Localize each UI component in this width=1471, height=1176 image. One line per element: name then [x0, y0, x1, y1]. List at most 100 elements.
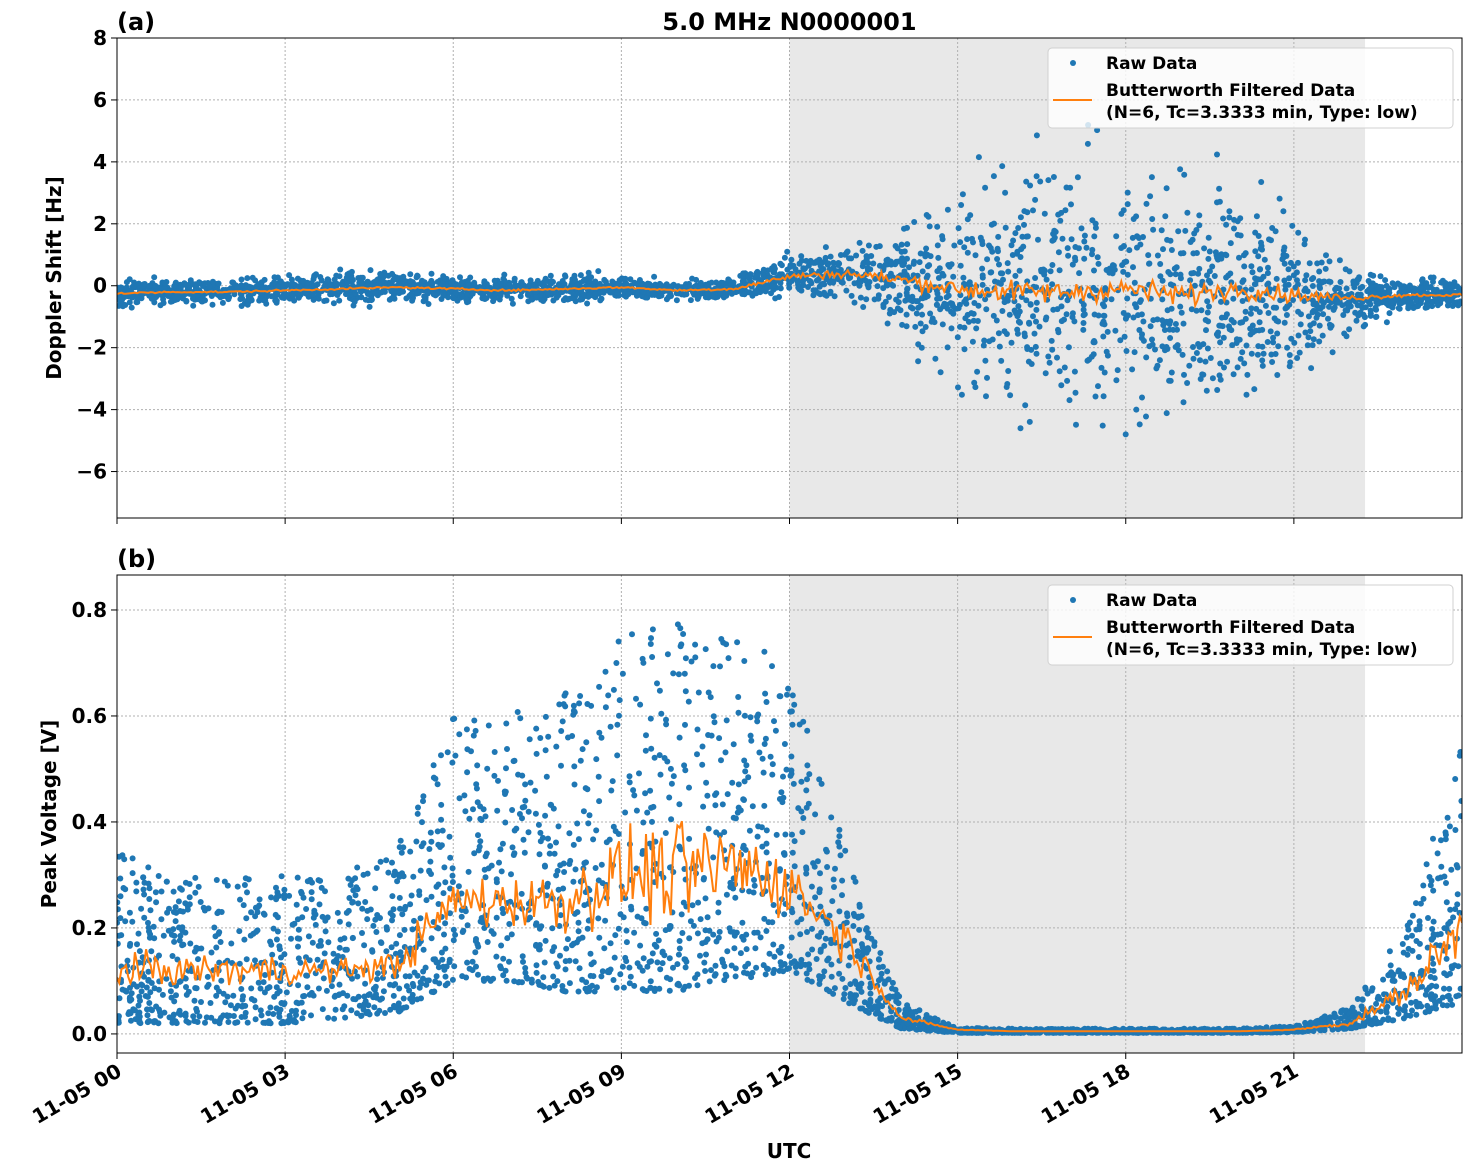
raw-point: [1316, 269, 1322, 275]
raw-point: [611, 977, 617, 983]
legend-label-filtered: Butterworth Filtered Data: [1106, 81, 1355, 101]
raw-point: [901, 226, 907, 232]
raw-point: [1448, 867, 1454, 873]
raw-point: [918, 321, 924, 327]
raw-point: [1423, 280, 1429, 286]
raw-point: [603, 279, 609, 285]
raw-point: [686, 836, 692, 842]
raw-point: [504, 746, 510, 752]
raw-point: [503, 789, 509, 795]
raw-point: [1370, 273, 1376, 279]
raw-point: [1101, 313, 1107, 319]
raw-point: [196, 1013, 202, 1019]
raw-point: [1155, 363, 1161, 369]
raw-point: [1205, 256, 1211, 262]
raw-point: [752, 288, 758, 294]
raw-point: [576, 989, 582, 995]
raw-point: [805, 284, 811, 290]
raw-point: [311, 908, 317, 914]
raw-point: [1241, 360, 1247, 366]
raw-point: [584, 301, 590, 307]
raw-point: [839, 892, 845, 898]
raw-point: [1317, 323, 1323, 329]
raw-point: [1189, 306, 1195, 312]
raw-point: [1177, 166, 1183, 172]
raw-point: [621, 985, 627, 991]
raw-point: [501, 272, 507, 278]
raw-point: [1145, 252, 1151, 258]
raw-point: [482, 296, 488, 302]
raw-point: [920, 295, 926, 301]
raw-point: [712, 802, 718, 808]
raw-point: [577, 965, 583, 971]
raw-point: [978, 235, 984, 241]
raw-point: [622, 276, 628, 282]
raw-point: [1446, 986, 1452, 992]
raw-point: [1265, 265, 1271, 271]
raw-point: [237, 897, 243, 903]
raw-point: [958, 202, 964, 208]
raw-point: [968, 310, 974, 316]
raw-point: [432, 978, 438, 984]
raw-point: [1227, 326, 1233, 332]
raw-point: [715, 909, 721, 915]
raw-point: [1173, 321, 1179, 327]
raw-point: [550, 298, 556, 304]
raw-point: [1226, 208, 1232, 214]
raw-point: [218, 939, 224, 945]
raw-point: [1302, 277, 1308, 283]
raw-point: [127, 276, 133, 282]
raw-point: [1261, 351, 1267, 357]
raw-point: [1100, 321, 1106, 327]
raw-point: [443, 974, 449, 980]
raw-point: [1045, 177, 1051, 183]
raw-point: [788, 768, 794, 774]
raw-point: [256, 980, 262, 986]
raw-point: [850, 923, 856, 929]
raw-point: [1257, 319, 1263, 325]
raw-point: [906, 297, 912, 303]
raw-point: [588, 274, 594, 280]
raw-point: [1139, 395, 1145, 401]
raw-point: [1026, 320, 1032, 326]
raw-point: [1062, 207, 1068, 213]
raw-point: [1006, 293, 1012, 299]
raw-point: [1051, 174, 1057, 180]
raw-point: [485, 939, 491, 945]
raw-point: [653, 931, 659, 937]
raw-point: [1250, 329, 1256, 335]
raw-point: [1194, 250, 1200, 256]
raw-point: [141, 915, 147, 921]
raw-point: [937, 306, 943, 312]
raw-point: [628, 974, 634, 980]
raw-point: [677, 735, 683, 741]
raw-point: [1101, 393, 1107, 399]
raw-point: [1034, 300, 1040, 306]
raw-point: [471, 718, 477, 724]
raw-point: [1262, 257, 1268, 263]
raw-point: [183, 282, 189, 288]
raw-point: [1004, 384, 1010, 390]
raw-point: [1084, 245, 1090, 251]
raw-point: [1281, 278, 1287, 284]
raw-point: [995, 234, 1001, 240]
raw-point: [699, 762, 705, 768]
raw-point: [1302, 330, 1308, 336]
raw-point: [241, 902, 247, 908]
raw-point: [846, 275, 852, 281]
raw-point: [1105, 329, 1111, 335]
raw-point: [421, 947, 427, 953]
raw-point: [1450, 914, 1456, 920]
raw-point: [1137, 421, 1143, 427]
raw-point: [1150, 342, 1156, 348]
raw-point: [984, 375, 990, 381]
raw-point: [847, 954, 853, 960]
raw-point: [748, 272, 754, 278]
raw-point: [734, 639, 740, 645]
raw-point: [838, 852, 844, 858]
raw-point: [1256, 327, 1262, 333]
raw-point: [595, 268, 601, 274]
raw-point: [1037, 179, 1043, 185]
raw-point: [1325, 316, 1331, 322]
raw-point: [275, 914, 281, 920]
